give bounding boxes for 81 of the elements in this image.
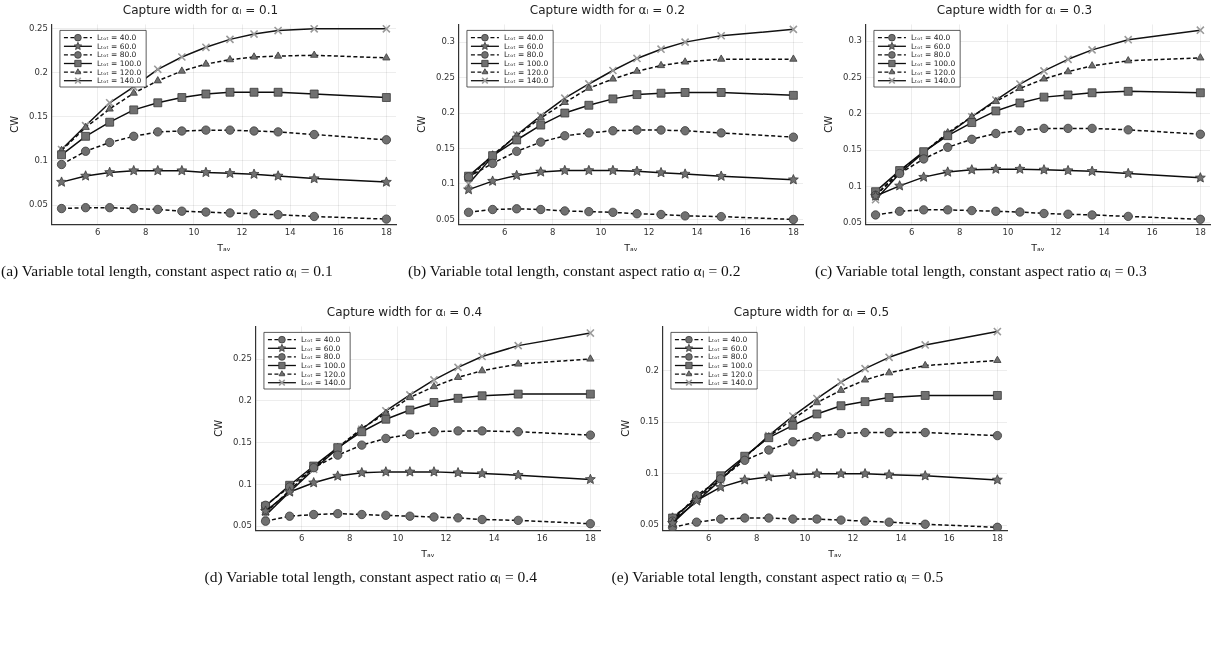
y-tick-label: 0.15 <box>28 111 48 122</box>
y-tick-label: 0.15 <box>232 436 252 447</box>
x-tick-label: 6 <box>94 226 101 237</box>
y-axis-title: CW <box>822 115 834 133</box>
x-tick-label: 18 <box>1194 226 1206 237</box>
x-tick-label: 12 <box>847 532 858 543</box>
x-tick-label: 12 <box>643 226 655 237</box>
x-tick-label: 16 <box>739 226 751 237</box>
x-axis-title: Tₐᵥ <box>216 241 231 253</box>
y-tick-label: 0.1 <box>441 178 455 189</box>
y-tick-label: 0.2 <box>34 67 48 78</box>
y-axis-title: CW <box>619 419 631 437</box>
x-tick-label: 14 <box>895 532 907 543</box>
x-tick-label: 10 <box>391 532 403 543</box>
y-tick-label: 0.15 <box>842 144 862 155</box>
x-tick-label: 8 <box>143 226 149 237</box>
x-tick-label: 16 <box>536 532 548 543</box>
y-tick-label: 0.2 <box>237 395 252 406</box>
chart-title: Capture width for αₗ = 0.3 <box>936 3 1093 18</box>
text: (a) Variable total length, constant aspect ratio αₗ = 0.1 <box>1 261 334 281</box>
y-tick-label: 0.05 <box>639 519 659 530</box>
y-tick-label: 0.25 <box>842 71 862 82</box>
y-tick-label: 0.3 <box>848 35 862 46</box>
chart-title: Capture width for αₗ = 0.5 <box>733 305 889 320</box>
x-tick-label: 14 <box>284 226 296 237</box>
x-tick-label: 18 <box>991 532 1003 543</box>
x-axis-title: Tₐᵥ <box>1030 241 1045 253</box>
x-tick-label: 14 <box>488 532 500 543</box>
x-tick-label: 18 <box>787 226 799 237</box>
x-tick-label: 6 <box>705 532 711 543</box>
y-tick-label: 0.05 <box>842 217 862 228</box>
x-tick-label: 18 <box>584 532 596 543</box>
y-tick-label: 0.1 <box>848 180 862 191</box>
y-tick-label: 0.25 <box>28 23 48 34</box>
x-axis-title: Tₐᵥ <box>623 241 638 253</box>
y-tick-label: 0.1 <box>644 467 659 478</box>
y-tick-label: 0.2 <box>644 364 659 375</box>
x-tick-label: 12 <box>1050 226 1062 237</box>
y-tick-label: 0.25 <box>435 71 455 82</box>
text: (b) Variable total length, constant aspect ratio αₗ = 0.2 <box>408 261 742 281</box>
y-tick-label: 0.05 <box>435 213 455 224</box>
chart-title: Capture width for αₗ = 0.1 <box>122 3 279 18</box>
x-tick-label: 8 <box>346 532 352 543</box>
x-tick-label: 16 <box>332 226 344 237</box>
y-tick-label: 0.25 <box>232 353 252 364</box>
x-axis-title: Tₐᵥ <box>826 547 842 559</box>
y-tick-label: 0.1 <box>34 155 48 166</box>
y-tick-label: 0.3 <box>441 36 455 47</box>
x-tick-label: 10 <box>798 532 810 543</box>
y-axis-title: CW <box>212 419 224 437</box>
y-axis-title: CW <box>415 115 427 133</box>
x-tick-label: 8 <box>957 226 963 237</box>
x-tick-label: 12 <box>236 226 248 237</box>
y-tick-label: 0.05 <box>232 520 252 531</box>
text: (d) Variable total length, constant aspect ratio αₗ = 0.4 <box>204 567 538 587</box>
x-tick-label: 6 <box>908 226 915 237</box>
y-tick-label: 0.1 <box>237 478 252 489</box>
x-tick-label: 12 <box>440 532 451 543</box>
x-tick-label: 16 <box>943 532 955 543</box>
y-tick-label: 0.2 <box>848 108 862 119</box>
y-tick-label: 0.05 <box>28 199 48 210</box>
text: (c) Variable total length, constant aspect ratio αₗ = 0.3 <box>815 261 1148 281</box>
x-tick-label: 16 <box>1146 226 1158 237</box>
y-axis-title: CW <box>8 115 20 133</box>
x-tick-label: 8 <box>550 226 556 237</box>
chart-title: Capture width for αₗ = 0.4 <box>326 305 482 320</box>
x-tick-label: 6 <box>298 532 304 543</box>
y-tick-label: 0.15 <box>435 142 455 153</box>
chart-title: Capture width for αₗ = 0.2 <box>529 3 686 18</box>
x-tick-label: 14 <box>691 226 703 237</box>
x-tick-label: 14 <box>1098 226 1110 237</box>
x-tick-label: 10 <box>188 226 200 237</box>
x-tick-label: 6 <box>501 226 508 237</box>
x-tick-label: 8 <box>753 532 759 543</box>
y-tick-label: 0.2 <box>441 107 455 118</box>
x-tick-label: 18 <box>380 226 392 237</box>
x-tick-label: 10 <box>595 226 607 237</box>
y-tick-label: 0.15 <box>639 416 659 427</box>
x-tick-label: 10 <box>1002 226 1014 237</box>
x-axis-title: Tₐᵥ <box>419 547 435 559</box>
text: (e) Variable total length, constant aspect ratio αₗ = 0.5 <box>611 567 945 587</box>
